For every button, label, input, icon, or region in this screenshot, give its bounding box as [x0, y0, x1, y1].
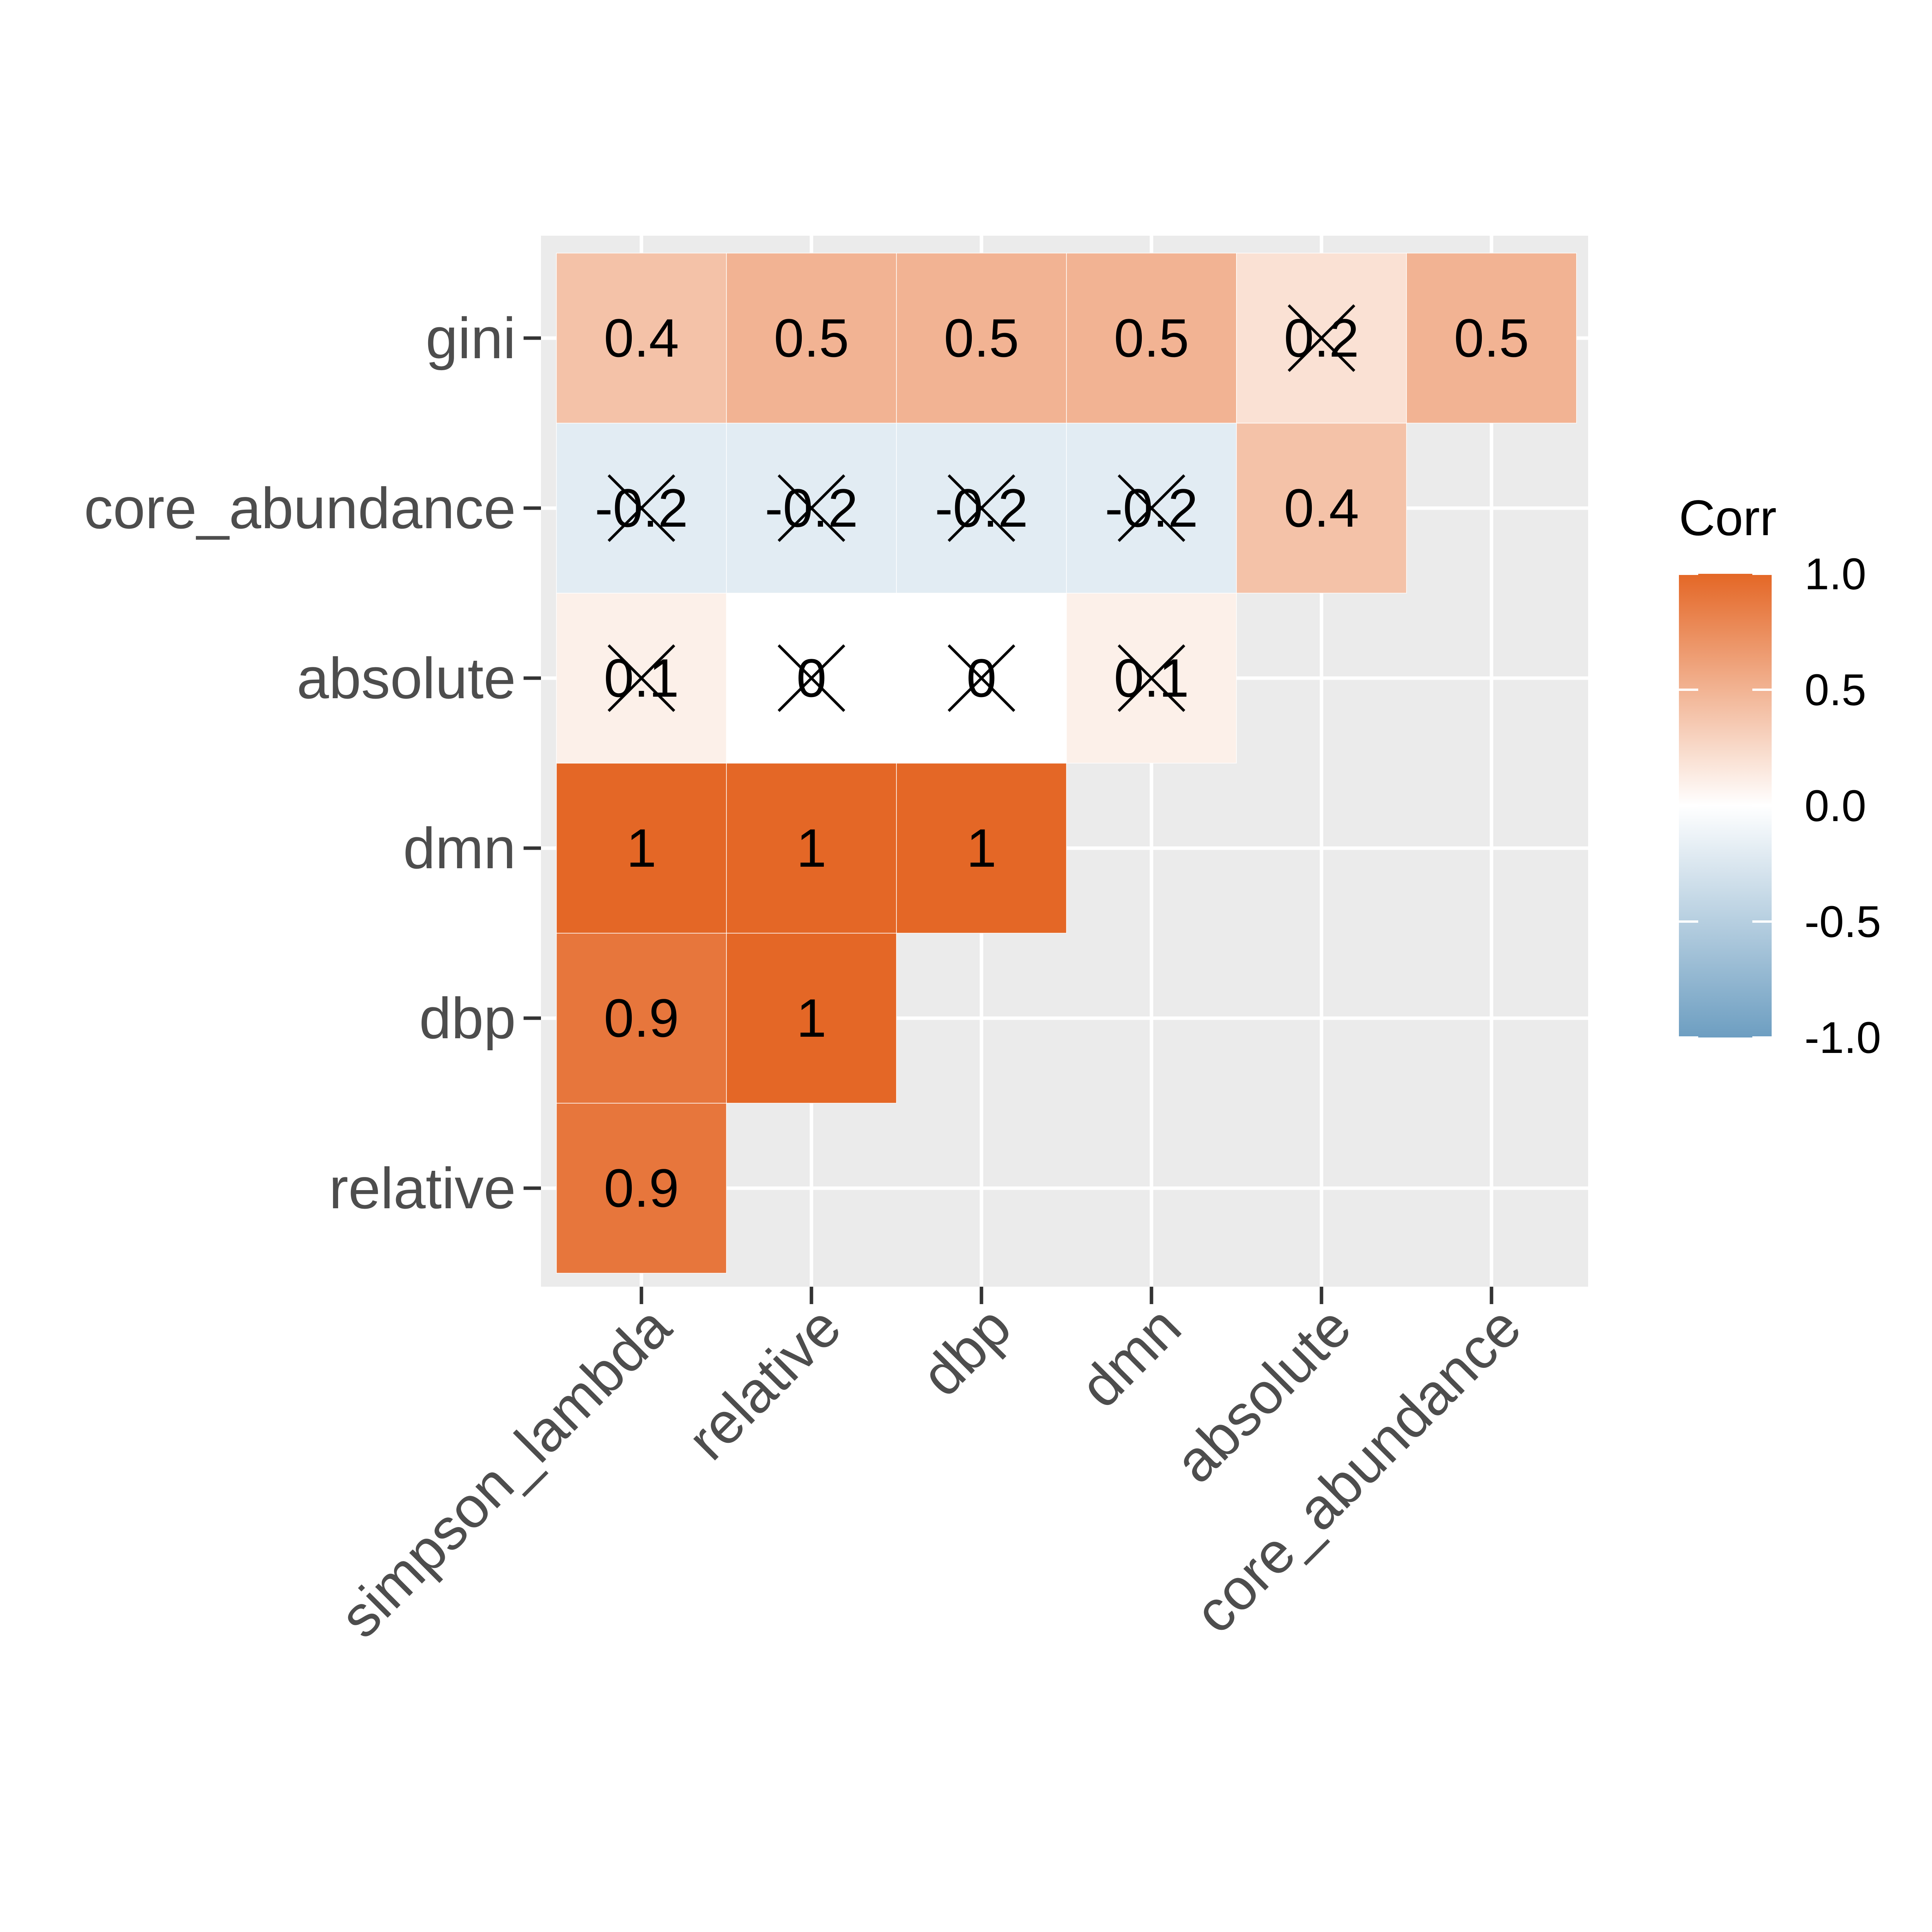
- insignificant-cross-mark: [777, 474, 845, 542]
- y-tick-label: relative: [329, 1156, 516, 1221]
- legend-tick-label: -1.0: [1804, 1013, 1881, 1063]
- heatmap-cell: [556, 933, 727, 1104]
- insignificant-cross-mark: [607, 644, 675, 712]
- insignificant-cross-mark: [947, 474, 1015, 542]
- legend-ticks: 1.0 0.5 0.0 -0.5 -1.0: [1679, 549, 1881, 1063]
- heatmap-cell: [1066, 253, 1237, 423]
- cell-value-label: 0.9: [604, 1158, 679, 1218]
- y-tick-label: core_abundance: [84, 476, 516, 541]
- legend-tick-label: 0.5: [1804, 665, 1866, 715]
- legend-title: Corr: [1679, 490, 1777, 546]
- cell-value-label: 1: [796, 988, 827, 1048]
- cell-labels: 0.90.911110.1000.1-0.2-0.2-0.2-0.20.40.4…: [595, 304, 1529, 1218]
- heatmap-cell: [726, 253, 897, 423]
- heatmap-cell: [1236, 423, 1407, 594]
- cell-value-label: 0.5: [944, 308, 1019, 368]
- color-legend: Corr 1.0 0.5 0.0 -0.5 -1.0: [1679, 490, 1881, 1063]
- heatmap-cell: [726, 933, 897, 1104]
- heatmap-cell: [556, 1103, 727, 1274]
- insignificant-cross-mark: [607, 474, 675, 542]
- heatmap-cell: [556, 253, 727, 423]
- heatmap-cells: [556, 253, 1577, 1274]
- heatmap-cell: [896, 253, 1067, 423]
- cell-value-label: 1: [626, 818, 656, 878]
- y-tick-label: gini: [426, 306, 516, 371]
- insignificant-cross-mark: [1287, 304, 1355, 372]
- heatmap-cell: [1406, 253, 1577, 423]
- insignificant-cross-mark: [777, 644, 845, 712]
- y-tick-label: absolute: [297, 646, 516, 711]
- heatmap-cell: [556, 763, 727, 934]
- insignificant-cross-mark: [1117, 474, 1185, 542]
- legend-tick-label: 0.0: [1804, 781, 1866, 831]
- legend-tick-label: -0.5: [1804, 897, 1881, 947]
- y-axis: relative dbp dmn absolute core_abundance gini: [84, 306, 541, 1221]
- y-tick-label: dmn: [403, 816, 516, 881]
- cell-value-label: 0.5: [1454, 308, 1529, 368]
- cell-value-label: 0.5: [774, 308, 849, 368]
- y-tick-label: dbp: [419, 986, 516, 1051]
- cell-value-label: 0.4: [1284, 478, 1359, 538]
- heatmap-cell: [896, 763, 1067, 934]
- legend-tick-label: 1.0: [1804, 549, 1866, 599]
- insignificant-cross-mark: [947, 644, 1015, 712]
- cell-value-label: 1: [796, 818, 827, 878]
- cell-value-label: 0.9: [604, 988, 679, 1048]
- cell-value-label: 0.4: [604, 308, 679, 368]
- cell-value-label: 0.5: [1114, 308, 1189, 368]
- cell-value-label: 1: [966, 818, 997, 878]
- insignificant-cross-mark: [1117, 644, 1185, 712]
